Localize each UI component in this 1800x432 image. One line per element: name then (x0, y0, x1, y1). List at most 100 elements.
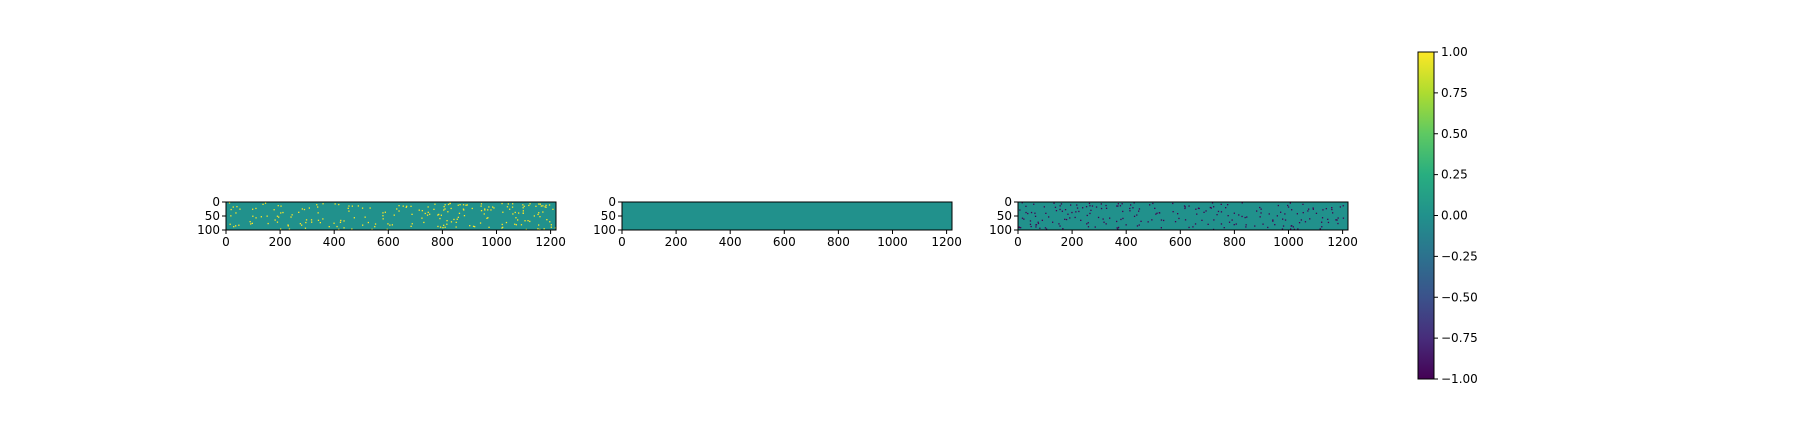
heatmap-cell (538, 212, 540, 214)
heatmap-cell (1336, 219, 1338, 221)
heatmap-cell (462, 204, 465, 206)
heatmap-cell (1090, 209, 1092, 211)
heatmap-cell (1260, 212, 1262, 214)
heatmap-cell (347, 207, 349, 209)
heatmap-cell (255, 207, 257, 210)
heatmap-cell (535, 205, 537, 207)
heatmap-cell (1029, 220, 1032, 222)
heatmap-cell (264, 202, 267, 204)
heatmap-cell (1332, 212, 1334, 214)
heatmap-cell (487, 209, 489, 211)
heatmap-cell (361, 207, 364, 209)
heatmap-cell (316, 204, 318, 206)
heatmap-cell (439, 226, 442, 228)
x-tick-label: 1200 (535, 235, 566, 249)
heatmap-cell (1227, 215, 1229, 217)
heatmap-cell (515, 217, 517, 219)
heatmap-cell (501, 227, 503, 229)
heatmap-cell (305, 219, 308, 221)
heatmap-cell (1064, 209, 1067, 211)
heatmap-cell (1339, 206, 1341, 208)
heatmap-cell (1086, 223, 1088, 225)
heatmap-cell (1296, 213, 1298, 215)
heatmap-cell (447, 203, 450, 206)
heatmap-cell (466, 204, 468, 206)
heatmap-cell (434, 203, 436, 205)
heatmap-cell (228, 202, 231, 204)
heatmap-cell (458, 212, 461, 214)
heatmap-cell (1188, 226, 1190, 229)
heatmap-cell (387, 223, 389, 225)
heatmap-cell (512, 203, 514, 205)
heatmap-cell (1080, 219, 1082, 221)
heatmap-cell (1274, 224, 1276, 226)
heatmap-cell (406, 205, 408, 207)
heatmap-cell (511, 206, 514, 208)
heatmap-cell (545, 206, 547, 208)
heatmap-cell (455, 221, 457, 223)
heatmap-cell (1105, 204, 1107, 207)
heatmap-cell (389, 224, 391, 226)
heatmap-cell (469, 225, 471, 227)
heatmap-cell (1321, 221, 1323, 223)
heatmap-cell (277, 205, 279, 207)
heatmap-cell (1021, 202, 1023, 204)
y-tick-label: 50 (601, 209, 616, 223)
heatmap-cell (1194, 223, 1197, 225)
x-tick-label: 1000 (1273, 235, 1304, 249)
heatmap-cell (1312, 207, 1314, 209)
heatmap-cell (322, 218, 324, 220)
heatmap-cell (1091, 205, 1094, 207)
heatmap-cell (525, 228, 527, 231)
heatmap-cell (1216, 214, 1218, 216)
heatmap-cell (1262, 223, 1264, 225)
heatmap-cell (405, 206, 407, 208)
heatmap-cell (502, 226, 504, 228)
heatmap-cell (1260, 208, 1262, 210)
heatmap-cell (249, 221, 251, 223)
x-tick-label: 0 (1014, 235, 1022, 249)
x-tick-label: 600 (773, 235, 796, 249)
heatmap-cell (457, 216, 459, 218)
heatmap-cell (462, 208, 465, 210)
colorbar-gradient (1417, 51, 1435, 380)
heatmap-cell (444, 208, 446, 210)
heatmap-cell (548, 204, 551, 206)
heatmap-cell (1103, 221, 1105, 223)
heatmap-cell (517, 219, 519, 221)
heatmap-cell (444, 204, 446, 206)
heatmap-cell (554, 227, 557, 229)
heatmap-cell (1019, 209, 1021, 211)
heatmap-cell (333, 222, 335, 224)
heatmap-cell (1071, 211, 1073, 214)
heatmap-cell (374, 223, 377, 225)
heatmap-cell (490, 209, 492, 211)
heatmap-cell (1087, 222, 1089, 224)
heatmap-cell (1021, 217, 1024, 219)
heatmap-cell (1140, 220, 1142, 222)
heatmap-cell (384, 211, 386, 213)
heatmap-cell (538, 203, 540, 205)
heatmap-cell (442, 227, 444, 229)
heatmap-cell (1308, 208, 1310, 210)
x-tick-label: 200 (665, 235, 688, 249)
heatmap-cell (1321, 217, 1324, 219)
heatmap-cell (492, 206, 494, 208)
heatmap-cell (433, 208, 435, 210)
heatmap-cell (539, 203, 541, 205)
heatmap-cell (1041, 219, 1043, 221)
heatmap-cell (1067, 213, 1069, 215)
heatmap-cell (1287, 204, 1289, 207)
heatmap-cell (1298, 222, 1301, 224)
heatmap-cell (1105, 207, 1108, 209)
colorbar-tick-label: 0.75 (1441, 86, 1468, 100)
heatmap-cell (1122, 217, 1124, 220)
heatmap-cell (1325, 208, 1327, 210)
heatmap-cell (1220, 211, 1223, 213)
heatmap-cell (1238, 214, 1240, 216)
y-tick-label: 50 (205, 209, 220, 223)
heatmap-cell (1321, 226, 1323, 228)
heatmap-cell (233, 226, 235, 228)
heatmap-cell (1203, 211, 1205, 213)
heatmap-cell (440, 214, 442, 216)
